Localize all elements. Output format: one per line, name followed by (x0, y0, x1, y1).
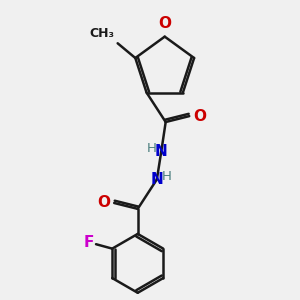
Text: O: O (158, 16, 171, 31)
Text: O: O (193, 109, 206, 124)
Text: CH₃: CH₃ (90, 27, 115, 40)
Text: O: O (98, 196, 111, 211)
Text: H: H (161, 170, 171, 183)
Text: H: H (147, 142, 157, 155)
Text: N: N (151, 172, 163, 187)
Text: N: N (155, 144, 168, 159)
Text: F: F (83, 235, 94, 250)
